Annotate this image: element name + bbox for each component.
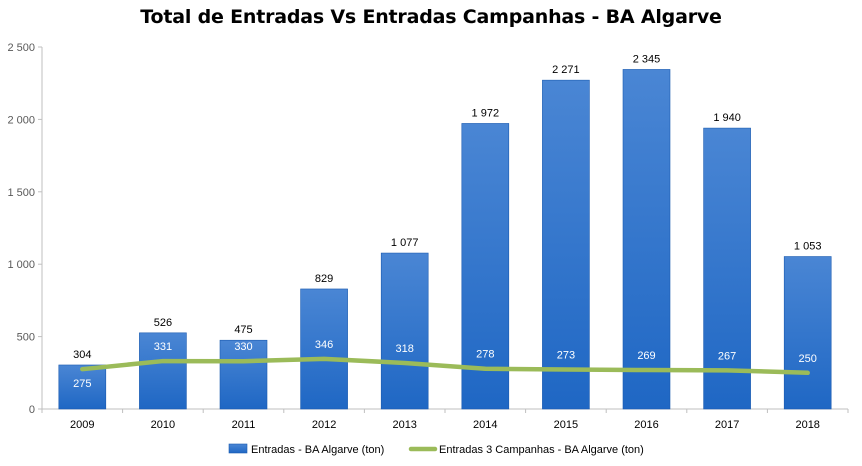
chart-title: Total de Entradas Vs Entradas Campanhas … [140,6,722,28]
x-tick-label: 2013 [392,419,416,431]
bar-value-label: 1 077 [391,237,419,249]
line-value-label: 275 [73,378,91,390]
bar [139,332,187,410]
legend-swatch-bars [228,443,248,454]
line-value-label: 269 [637,350,655,362]
bar-value-label: 526 [154,317,172,329]
y-tick-label: 1 000 [7,259,35,271]
line-value-label: 267 [718,350,736,362]
bar-value-label: 2 345 [633,53,661,65]
bar-value-labels: 304 526 475 829 1 077 1 972 2 271 2 345 1 940 1 0… [73,53,821,361]
bar [783,256,832,410]
y-tick-label: 2 000 [7,114,35,126]
y-tick-label: 1 500 [7,187,35,199]
bar [58,364,107,410]
x-tick-label: 2009 [70,419,94,431]
x-tick-label: 2015 [554,419,578,431]
bar-value-label: 829 [315,273,333,285]
bar [703,127,751,410]
bar-value-label: 1 940 [713,112,741,124]
bar-value-label: 1 972 [472,107,500,119]
bar [219,339,268,410]
line-value-label: 346 [315,339,333,351]
line-series [80,356,810,376]
y-tick-label: 500 [17,332,35,344]
bar [461,123,510,410]
x-tick-label: 2011 [232,419,256,431]
line-value-label: 273 [557,349,575,361]
legend-label-bars: Entradas - BA Algarve (ton) [251,444,384,456]
bar [380,252,429,410]
x-tick-label: 2016 [634,419,658,431]
bar-value-label: 1 053 [794,241,822,253]
y-tick-label: 0 [29,404,35,416]
line-value-label: 331 [154,341,172,353]
line-value-label: 330 [234,341,252,353]
line-value-labels: 275 331 330 346 318 278 273 269 267 250 [73,339,817,390]
line-value-label: 278 [476,349,494,361]
bar [542,79,590,410]
line-series-path [80,356,810,376]
bar-series [58,69,832,410]
bar [300,288,348,410]
line-value-label: 318 [396,343,414,355]
y-tick-label: 2 500 [7,42,35,54]
legend-label-line: Entradas 3 Campanhas - BA Algarve (ton) [439,444,644,456]
line-value-label: 250 [799,353,817,365]
bar-value-label: 304 [73,349,91,361]
y-axis: 0 500 1 000 1 500 2 000 2 500 [7,42,43,416]
legend: Entradas - BA Algarve (ton) Entradas 3 Ca… [228,443,644,456]
bar-value-label: 2 271 [552,64,580,76]
x-tick-label: 2018 [795,419,819,431]
x-tick-label: 2014 [473,419,497,431]
x-tick-label: 2017 [715,419,739,431]
bar-value-label: 475 [234,324,252,336]
x-axis: 2009 2010 2011 2012 2013 2014 2015 2016 2017 2018 [41,408,849,431]
x-tick-label: 2012 [312,419,336,431]
x-tick-label: 2010 [151,419,175,431]
bar [622,69,671,410]
